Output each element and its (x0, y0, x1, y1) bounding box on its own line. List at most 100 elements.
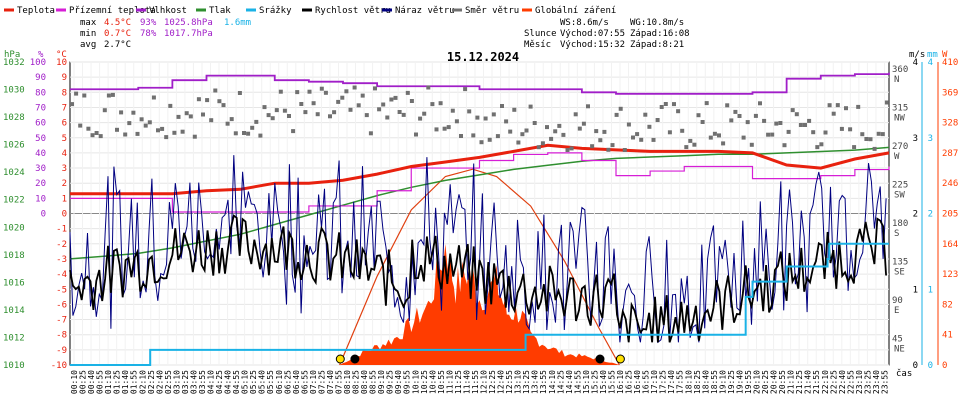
humidity-tick-label: 40 (35, 149, 46, 159)
wind-direction-point (336, 99, 341, 104)
wind-direction-point (119, 110, 124, 115)
wind-direction-point (864, 137, 869, 141)
wind-direction-point (381, 102, 386, 107)
wind-direction-point (696, 113, 701, 118)
wind-direction-point (348, 107, 353, 112)
time-tick-label: 17:10 (650, 370, 659, 394)
temperature-tick-label: -1 (56, 225, 67, 235)
time-tick-label: 23:55 (880, 370, 889, 394)
time-tick-label: 07:40 (326, 370, 335, 394)
wind-direction-point (426, 85, 431, 90)
wind-direction-point (307, 89, 312, 94)
wind-tick-label: 4 (913, 58, 918, 68)
temperature-tick-label: -9 (56, 346, 67, 356)
radiation-tick-label: 410 (942, 58, 958, 68)
wind-direction-point (266, 113, 271, 118)
wind-direction-point (479, 140, 484, 145)
direction-tick-label: 225 (892, 181, 908, 191)
wind-direction-point (618, 106, 623, 111)
wind-direction-point (70, 102, 74, 107)
radiation-tick-label: 328 (942, 119, 958, 129)
pressure-tick-label: 1030 (3, 86, 25, 96)
moon-label: Měsíc (524, 40, 551, 50)
wind-direction-point (663, 102, 668, 106)
wind-direction-point (352, 85, 357, 90)
time-tick-label: 15:40 (599, 370, 608, 394)
temperature-tick-label: 6 (62, 119, 67, 129)
wind-direction-point (586, 104, 590, 109)
wind-direction-point (844, 106, 848, 111)
wind-direction-point (483, 116, 488, 121)
wind-direction-point (622, 148, 627, 152)
wind-direction-point (774, 121, 779, 126)
radiation-area (339, 244, 620, 365)
wind-direction-point (827, 103, 832, 108)
pressure-tick-label: 1010 (3, 361, 25, 371)
time-tick-label: 02:40 (155, 370, 164, 394)
wind-direction-point (811, 130, 816, 135)
radiation-tick-label: 82 (942, 300, 953, 310)
time-tick-label: 12:55 (505, 370, 514, 394)
time-tick-label: 23:40 (872, 370, 881, 394)
wind-direction-point (516, 140, 521, 145)
time-tick-label: 19:25 (727, 370, 736, 394)
wind-direction-point (467, 109, 472, 114)
temperature-tick-label: 5 (62, 134, 67, 144)
humidity-tick-label: 20 (35, 179, 46, 189)
wind-direction-point (287, 114, 291, 118)
wind-direction-point (708, 135, 713, 140)
wind-direction-point (860, 132, 865, 137)
wind-direction-point (491, 112, 496, 117)
wind-direction-point (463, 87, 468, 92)
time-tick-label: 19:10 (718, 370, 727, 394)
direction-tick-label: 90 (892, 296, 903, 306)
wind-direction-point (254, 119, 259, 124)
wind-direction-point (397, 110, 402, 114)
wind-direction-point (344, 89, 349, 94)
time-tick-label: 23:10 (855, 370, 864, 394)
wind-direction-point (389, 97, 394, 102)
wind-direction-point (512, 107, 517, 112)
wind-direction-point (569, 146, 574, 151)
wind-direction-point (667, 130, 672, 135)
time-tick-label: 01:40 (121, 370, 130, 394)
wind-direction-point (614, 112, 619, 117)
moon-set: Západ:8:21 (630, 40, 684, 50)
temperature-tick-label: 3 (62, 164, 67, 174)
wind-direction-point (131, 110, 136, 115)
wind-direction-point (717, 133, 721, 138)
radiation-unit: W (942, 50, 948, 60)
time-tick-label: 18:55 (710, 370, 719, 394)
direction-letter-label: NE (894, 345, 905, 355)
time-tick-label: 12:40 (497, 370, 506, 394)
radiation-tick-label: 369 (942, 88, 958, 98)
direction-letter-label: S (894, 229, 899, 239)
wind-direction-point (872, 146, 877, 151)
wind-direction-point (98, 134, 103, 139)
sun-label: Slunce (524, 29, 557, 39)
time-tick-label: 02:25 (147, 370, 156, 394)
wind-direction-point (573, 112, 578, 117)
wind-direction-point (487, 137, 492, 142)
humidity-line (70, 72, 890, 95)
humidity-tick-label: 60 (35, 119, 46, 129)
wind-direction-point (581, 121, 586, 126)
wind-direction-point (659, 105, 664, 109)
wind-direction-point (356, 103, 361, 108)
time-tick-label: 13:25 (522, 370, 531, 394)
wind-speed-line (69, 214, 887, 343)
humidity-tick-label: 50 (35, 134, 46, 144)
wind-direction-point (176, 114, 181, 119)
wind-direction-point (246, 131, 251, 136)
wind-direction-point (803, 123, 807, 127)
wind-direction-point (184, 111, 189, 116)
radiation-tick-label: 205 (942, 210, 958, 220)
wind-direction-point (168, 103, 173, 108)
wind-direction-point (590, 144, 595, 149)
time-tick-label: 20:40 (770, 370, 779, 394)
wind-direction-point (438, 101, 443, 106)
legend-label-3: Tlak (209, 6, 231, 16)
wind-direction-point (278, 89, 283, 94)
